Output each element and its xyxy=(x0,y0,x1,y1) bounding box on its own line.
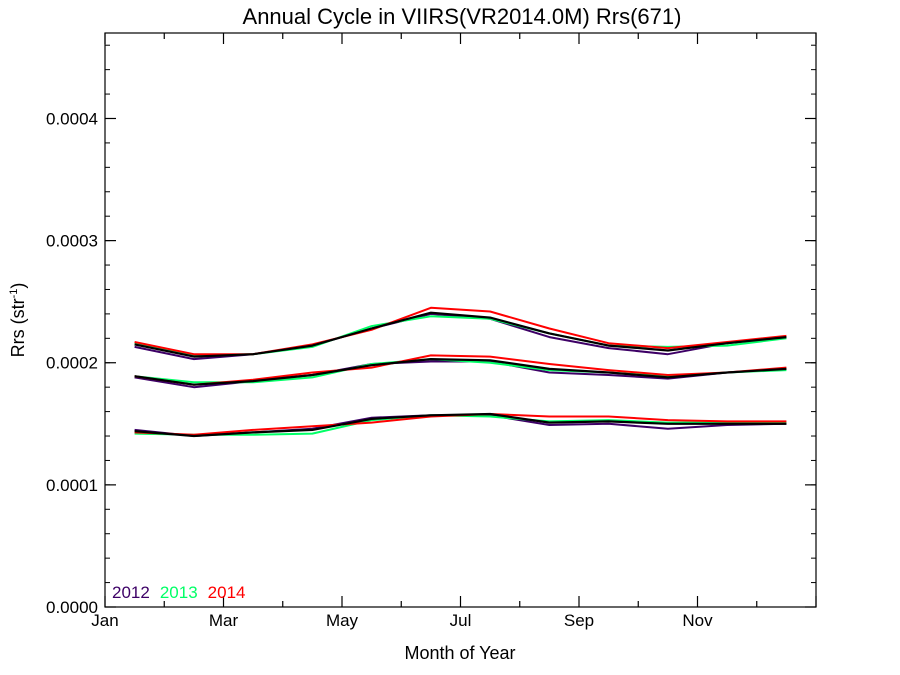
x-tick-label: Mar xyxy=(209,611,239,630)
plot-frame xyxy=(104,32,817,608)
x-tick-label: May xyxy=(326,611,359,630)
y-axis-label-sup: -1 xyxy=(8,289,20,299)
series-line-lower-mean xyxy=(134,412,787,438)
x-tick-label: Jul xyxy=(450,611,472,630)
series-lines xyxy=(134,306,787,438)
series-line-middle-2013 xyxy=(134,358,787,384)
chart-title: Annual Cycle in VIIRS(VR2014.0M) Rrs(671… xyxy=(243,4,682,29)
y-axis-label-close: ) xyxy=(8,283,28,289)
x-axis-label: Month of Year xyxy=(404,643,515,663)
y-tick-label: 0.0002 xyxy=(46,354,98,373)
series-line-upper-mean xyxy=(134,311,787,358)
series-line-middle-mean xyxy=(134,358,787,386)
legend-entries: 2012 2013 2014 xyxy=(112,583,245,602)
series-line-upper-2012 xyxy=(134,312,787,361)
y-tick-label: 0.0001 xyxy=(46,476,98,495)
y-tick-label: 0.0004 xyxy=(46,109,98,128)
legend-entry-2013: 2013 xyxy=(160,583,198,602)
y-axis-label-main: Rrs (str xyxy=(8,298,28,357)
y-tick-label: 0.0000 xyxy=(46,598,98,617)
x-tick-label: Sep xyxy=(564,611,594,630)
x-tick-label: Nov xyxy=(682,611,713,630)
legend: 2012 2013 2014 xyxy=(112,583,245,602)
y-axis-label: Rrs (str-1) xyxy=(8,283,28,358)
x-tick-label: Jan xyxy=(91,611,118,630)
y-tick-label: 0.0003 xyxy=(46,232,98,251)
axis-ticks: 0.0000 0.0001 0.0002 0.0003 0.0004 Jan Mar May J… xyxy=(46,33,817,630)
legend-entry-2012: 2012 xyxy=(112,583,150,602)
legend-entry-2014: 2014 xyxy=(208,583,246,602)
